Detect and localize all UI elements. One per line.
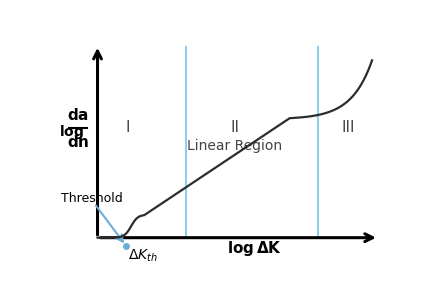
Text: $\mathbf{da}$: $\mathbf{da}$ bbox=[67, 107, 89, 123]
Text: Linear Region: Linear Region bbox=[187, 139, 283, 153]
Text: $\mathbf{dn}$: $\mathbf{dn}$ bbox=[67, 134, 89, 150]
Text: $\mathbf{log}$: $\mathbf{log}$ bbox=[59, 123, 84, 141]
Text: I: I bbox=[125, 120, 130, 135]
Text: $\Delta K_{th}$: $\Delta K_{th}$ bbox=[128, 248, 158, 264]
Text: $\mathbf{log\,\Delta K}$: $\mathbf{log\,\Delta K}$ bbox=[227, 239, 283, 258]
Text: II: II bbox=[230, 120, 239, 135]
Text: III: III bbox=[342, 120, 356, 135]
Text: Threshold: Threshold bbox=[60, 192, 122, 205]
